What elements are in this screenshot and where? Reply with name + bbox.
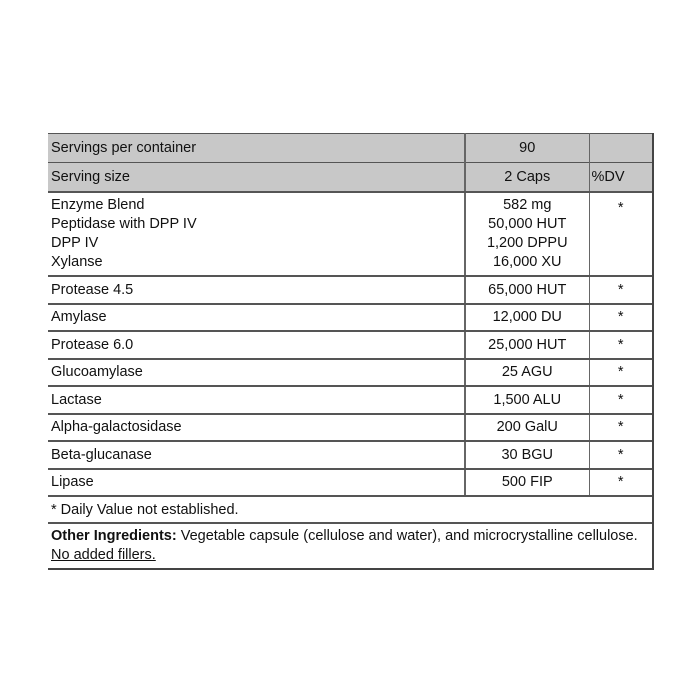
ingredient-name: Protease 6.0 <box>48 331 465 360</box>
dv-header: %DV <box>589 162 652 193</box>
serving-size-value: 2 Caps <box>464 162 590 193</box>
no-fillers-note: No added fillers. <box>51 547 156 563</box>
ingredient-dv: * <box>589 276 652 305</box>
ingredient-amount: 1,500 ALU <box>464 386 590 415</box>
ingredient-row: Protease 4.5 65,000 HUT * <box>48 276 652 305</box>
ingredient-row: Protease 6.0 25,000 HUT * <box>48 331 652 360</box>
ingredient-amount: 25,000 HUT <box>464 331 590 360</box>
blend-name: Enzyme Blend <box>51 197 145 213</box>
ingredient-row: Amylase 12,000 DU * <box>48 303 652 332</box>
blend-amount: 1,200 DPPU <box>486 235 568 251</box>
ingredient-name: Protease 4.5 <box>48 276 465 305</box>
ingredient-name: Glucoamylase <box>48 358 465 387</box>
servings-dv-empty <box>589 133 652 163</box>
daily-value-footnote: * Daily Value not established. <box>48 496 652 524</box>
serving-size-row: Serving size 2 Caps %DV <box>48 162 652 193</box>
supplement-facts-table: Servings per container 90 Serving size 2… <box>48 133 652 568</box>
ingredient-amount: 12,000 DU <box>464 303 590 332</box>
ingredient-dv: * <box>589 441 652 470</box>
enzyme-blend-row: Enzyme Blend Peptidase with DPP IV DPP I… <box>48 192 652 277</box>
ingredient-row: Glucoamylase 25 AGU * <box>48 358 652 387</box>
ingredient-dv: * <box>589 331 652 360</box>
ingredient-name: Lipase <box>48 468 465 497</box>
blend-amount: 16,000 XU <box>492 254 562 270</box>
ingredient-dv: * <box>589 358 652 387</box>
ingredient-dv: * <box>589 303 652 332</box>
blend-amount: 582 mg <box>503 197 552 213</box>
servings-value: 90 <box>464 133 590 163</box>
ingredient-name: Beta-glucanase <box>48 441 465 470</box>
ingredient-row: Lipase 500 FIP * <box>48 468 652 497</box>
other-ingredients-label: Other Ingredients: <box>51 528 177 544</box>
ingredient-amount: 25 AGU <box>464 358 590 387</box>
servings-label: Servings per container <box>48 133 465 163</box>
serving-size-label: Serving size <box>48 162 465 193</box>
blend-dv: * <box>589 192 652 277</box>
ingredient-name: Amylase <box>48 303 465 332</box>
other-ingredients-row: Other Ingredients: Vegetable capsule (ce… <box>48 523 652 568</box>
ingredient-amount: 500 FIP <box>464 468 590 497</box>
ingredient-amount: 65,000 HUT <box>464 276 590 305</box>
ingredient-dv: * <box>589 386 652 415</box>
supplement-facts-panel: Servings per container 90 Serving size 2… <box>48 133 654 570</box>
other-ingredients-text: Vegetable capsule (cellulose and water),… <box>176 528 638 544</box>
ingredient-name: Alpha-galactosidase <box>48 413 465 442</box>
ingredient-row: Alpha-galactosidase 200 GalU * <box>48 413 652 442</box>
blend-amount: 50,000 HUT <box>488 216 567 232</box>
blend-name: Peptidase with DPP IV <box>51 216 197 232</box>
ingredient-dv: * <box>589 468 652 497</box>
blend-amounts: 582 mg 50,000 HUT 1,200 DPPU 16,000 XU <box>464 192 590 277</box>
footnote-row: * Daily Value not established. <box>48 496 652 524</box>
ingredient-dv: * <box>589 413 652 442</box>
other-ingredients: Other Ingredients: Vegetable capsule (ce… <box>48 523 652 568</box>
ingredient-amount: 30 BGU <box>464 441 590 470</box>
blend-name: Xylanse <box>51 254 103 270</box>
servings-row: Servings per container 90 <box>48 133 652 163</box>
ingredient-name: Lactase <box>48 386 465 415</box>
ingredient-row: Lactase 1,500 ALU * <box>48 386 652 415</box>
ingredient-row: Beta-glucanase 30 BGU * <box>48 441 652 470</box>
blend-names: Enzyme Blend Peptidase with DPP IV DPP I… <box>48 192 465 277</box>
ingredient-amount: 200 GalU <box>464 413 590 442</box>
blend-name: DPP IV <box>51 235 99 251</box>
